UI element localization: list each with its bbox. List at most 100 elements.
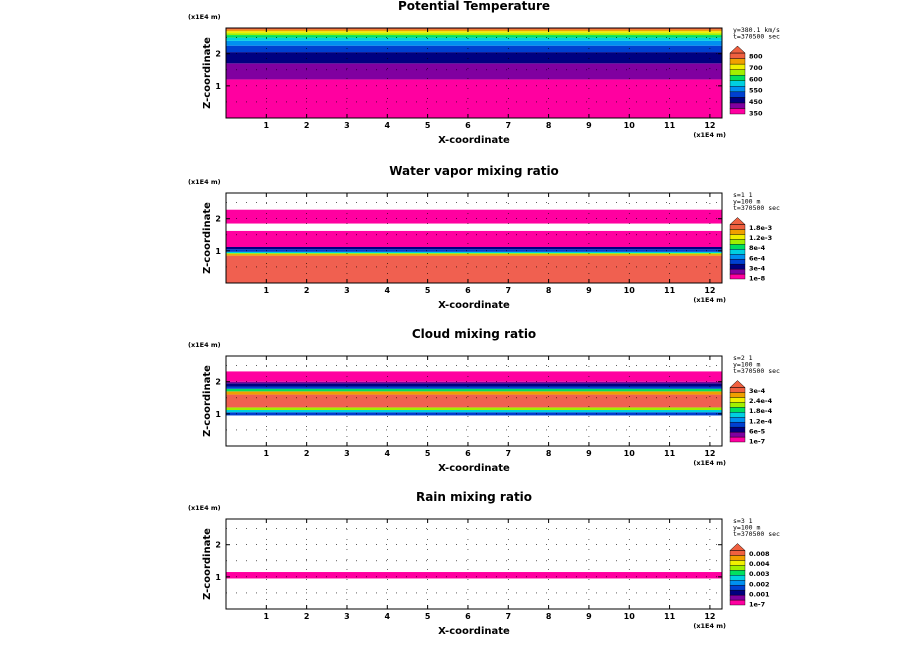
x-tick-label: 10 [624,121,636,130]
colorbar-swatch [729,575,746,581]
colorbar-label: 350 [749,110,763,118]
colorbar-swatch [729,229,746,235]
contour-band [226,40,722,46]
contour-band [226,63,722,80]
colorbar-swatch [729,387,746,393]
contour-band [226,45,722,53]
colorbar-swatch [729,580,746,586]
info-text: y=100 m [733,198,760,206]
x-tick-label: 12 [704,286,715,295]
x-tick-label: 7 [505,612,511,621]
colorbar-swatch [729,599,746,606]
colorbar-swatch [729,63,746,70]
plot-frame [225,355,723,447]
colorbar-swatch [729,74,746,81]
z-tick-label: 1 [215,247,221,256]
x-tick-label: 11 [664,612,676,621]
z-tick-label: 1 [215,573,221,582]
colorbar-swatch [729,560,746,566]
x-axis-label: X-coordinate [438,463,510,474]
panel-1: Potential Temperature(x1E4 m)1 2 3 4 5 6 7 8 9 10… [188,0,780,146]
x-tick-label: 2 [304,121,310,130]
colorbar-swatch [729,239,746,245]
colorbar-swatch [729,392,746,398]
panel-2: Water vapor mixing ratio(x1E4 m)1 2 3 4 5 6 7 8… [188,164,780,311]
colorbar-extend-arrow [729,543,746,551]
x-tick-label: 12 [704,612,715,621]
colorbar-label: 0.001 [749,590,770,598]
colorbar-label: 0.002 [749,580,770,588]
colorbar-swatch [729,249,746,255]
x-axis-label: X-coordinate [438,300,510,311]
x-axis-label: X-coordinate [438,135,510,146]
x-tick-label: 9 [586,449,592,458]
contour-band [226,230,722,247]
colorbar-label: 3e-4 [749,264,766,272]
contour-band [226,31,722,34]
colorbar-swatch [729,102,746,109]
x-tick-label: 9 [586,286,592,295]
x-tick-label: 5 [425,449,431,458]
contour-band [226,33,722,36]
colorbar-label: 1.2e-3 [749,234,772,242]
colorbar-label: 0.004 [749,560,770,568]
plot-frame [225,27,723,119]
x-tick-label: 1 [264,449,270,458]
colorbar-label: 1e-8 [749,275,766,283]
colorbar-swatch [729,570,746,576]
info-text: t=370500 sec [733,530,780,538]
x-tick-label: 12 [704,449,715,458]
colorbar-label: 550 [749,87,763,95]
colorbar-swatch [729,224,746,230]
x-tick-label: 3 [344,612,350,621]
z-tick-label: 2 [215,541,221,550]
z-axis-label: Z-coordinate [202,365,213,437]
x-tick-label: 1 [264,612,270,621]
contour-band [226,52,722,64]
x-unit-label: (x1E4 m) [693,131,726,139]
contour-band [226,79,722,118]
contour-band [226,394,722,408]
z-tick-label: 2 [215,50,221,59]
x-tick-label: 3 [344,449,350,458]
colorbar-swatch [729,58,746,65]
colorbar-swatch [729,407,746,413]
info-text: y=100 m [733,361,760,369]
contour-band [226,572,722,579]
info-text: y=380.1 km/s [733,26,780,34]
colorbar-swatch [729,426,746,433]
z-tick-label: 1 [215,410,221,419]
panel-title: Potential Temperature [398,0,550,13]
colorbar-swatch [729,589,746,596]
colorbar-label: 1e-7 [749,601,765,609]
contour-band [226,407,722,410]
x-tick-label: 1 [264,286,270,295]
colorbar-label: 0.008 [749,550,770,558]
x-tick-label: 2 [304,449,310,458]
x-tick-label: 4 [385,449,391,458]
colorbar-label: 3e-4 [749,387,766,395]
contour-band [226,209,722,224]
info-text: y=100 m [733,524,760,532]
x-tick-label: 10 [624,449,636,458]
colorbar-label: 0.003 [749,570,770,578]
colorbar-swatch [729,550,746,556]
contour-band [226,254,722,256]
colorbar-swatch [729,431,746,438]
colorbar-swatch [729,421,746,428]
contour-band [226,255,722,283]
plot-frame [225,192,723,284]
x-tick-label: 7 [505,449,511,458]
x-tick-label: 11 [664,449,676,458]
x-tick-label: 7 [505,286,511,295]
plot-frame [225,518,723,610]
z-tick-label: 1 [215,82,221,91]
x-tick-label: 7 [505,121,511,130]
colorbar-swatch [729,97,746,104]
x-tick-label: 8 [546,449,552,458]
contour-band [226,35,722,38]
z-axis-label: Z-coordinate [202,202,213,274]
colorbar-label: 1.2e-4 [749,417,773,425]
colorbar-swatch [729,565,746,571]
